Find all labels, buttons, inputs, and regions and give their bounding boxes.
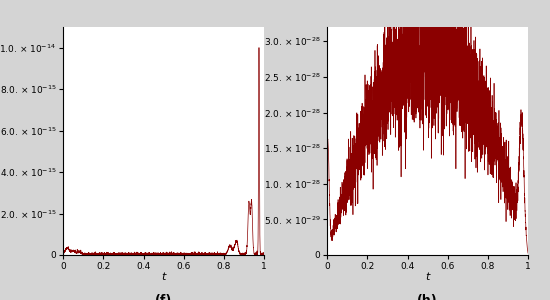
Text: (h): (h) xyxy=(417,294,438,300)
Text: (f): (f) xyxy=(155,294,172,300)
X-axis label: t: t xyxy=(162,272,166,282)
X-axis label: t: t xyxy=(426,272,430,282)
